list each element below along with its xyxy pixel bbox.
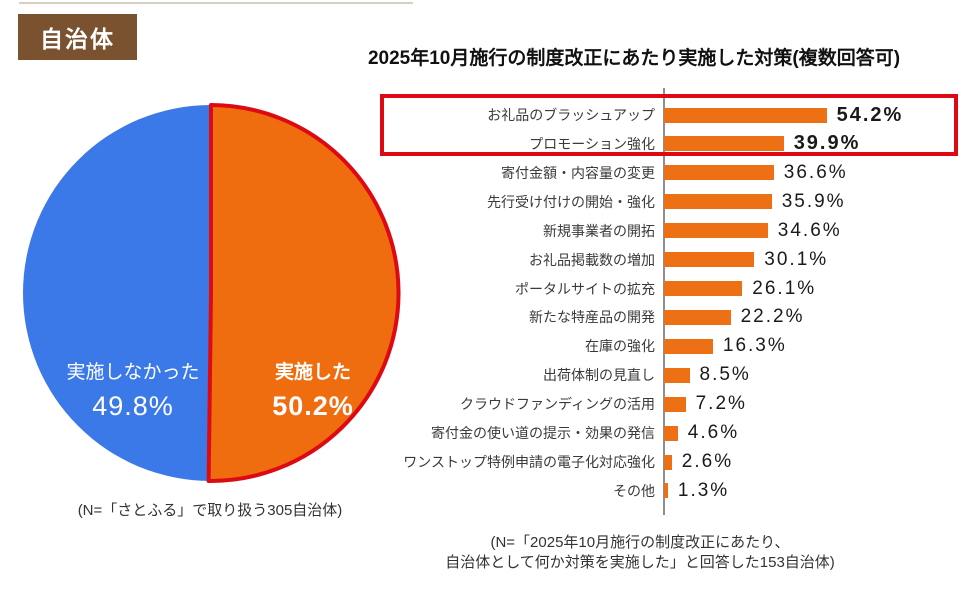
bar-value-label: 1.3%: [677, 479, 730, 501]
bar-category-label: ポータルサイトの拡充: [515, 280, 655, 297]
bar-chart-rows: お礼品のブラッシュアップ 54.2% プロモーション強化 39.9% 寄付金額・内容量の…: [370, 0, 970, 608]
bar: [664, 454, 672, 470]
bar: [664, 367, 690, 383]
municipality-badge: 自治体: [18, 14, 137, 60]
pie-chart: 実施しなかった 49.8% 実施した 50.2%: [15, 97, 407, 489]
bar-category-label: クラウドファンディングの活用: [459, 396, 655, 413]
bar-category-label: 寄付金の使い道の提示・効果の発信: [431, 425, 655, 442]
pie-slice-implemented: [206, 103, 401, 483]
bar-value-label: 4.6%: [687, 422, 740, 444]
pie-slice-name: 実施した: [274, 362, 351, 383]
bar: [664, 194, 772, 210]
pie-label-not-implemented: 実施しなかった 49.8%: [38, 360, 228, 424]
bar-row: 寄付金の使い道の提示・効果の発信 4.6%: [370, 419, 739, 447]
bar-value-label: 2.6%: [681, 451, 734, 473]
bar: [664, 483, 668, 499]
bar-chart-axis: [663, 88, 665, 515]
bar-chart-title: 2025年10月施行の制度改正にあたり実施した対策(複数回答可): [367, 48, 901, 69]
bar: [664, 425, 678, 441]
bar: [664, 165, 774, 181]
cropped-edge-artifact: [19, 2, 413, 4]
bar-sample-note-line2: 自治体として何か対策を実施した」と回答した153自治体): [445, 554, 835, 571]
bar-row: その他 1.3%: [370, 477, 729, 505]
pie-svg: [23, 103, 401, 483]
bar-row: お礼品掲載数の増加 30.1%: [370, 246, 828, 274]
bar-category-label: ワンストップ特例申請の電子化対応強化: [403, 454, 655, 471]
bar: [664, 281, 743, 297]
bar: [664, 338, 713, 354]
bar: [664, 223, 768, 239]
bar-row: 在庫の強化 16.3%: [370, 332, 787, 360]
pie-label-implemented: 実施した 50.2%: [221, 360, 405, 424]
bar-category-label: 寄付金額・内容量の変更: [501, 164, 655, 181]
bar-category-label: プロモーション強化: [529, 135, 655, 152]
bar-row: 先行受け付けの開始・強化 35.9%: [370, 188, 846, 216]
bar: [664, 252, 755, 268]
bar-row: 新たな特産品の開発 22.2%: [370, 303, 804, 331]
bar-category-label: その他: [613, 482, 655, 499]
bar-value-label: 36.6%: [783, 161, 848, 183]
bar-value-label: 7.2%: [695, 393, 747, 415]
bar-value-label: 22.2%: [740, 306, 805, 328]
bar-row: ポータルサイトの拡充 26.1%: [370, 275, 816, 303]
bar-category-label: お礼品掲載数の増加: [529, 251, 655, 268]
bar-category-label: 新たな特産品の開発: [529, 309, 655, 326]
bar: [664, 136, 784, 152]
bar-value-label: 54.2%: [836, 103, 904, 126]
bar-value-label: 8.5%: [699, 364, 751, 386]
bar-value-label: 39.9%: [793, 132, 861, 155]
pie-slice-name: 実施しなかった: [66, 362, 200, 383]
bar-category-label: 先行受け付けの開始・強化: [487, 193, 655, 210]
bar-value-label: 30.1%: [764, 248, 829, 270]
bar-value-label: 34.6%: [777, 219, 842, 241]
bar-category-label: 新規事業者の開拓: [543, 222, 655, 239]
bar-value-label: 16.3%: [722, 335, 787, 357]
pie-slice-percent: 50.2%: [272, 391, 354, 421]
bar-row: お礼品のブラッシュアップ 54.2%: [370, 101, 903, 129]
bar-category-label: 在庫の強化: [585, 338, 655, 355]
bar-row: 出荷体制の見直し 8.5%: [370, 361, 751, 389]
bar-row: 寄付金額・内容量の変更 36.6%: [370, 159, 848, 187]
bar-row: ワンストップ特例申請の電子化対応強化 2.6%: [370, 448, 733, 476]
bar-row: プロモーション強化 39.9%: [370, 130, 860, 158]
bar-category-label: 出荷体制の見直し: [543, 367, 655, 384]
bar: [664, 107, 827, 123]
pie-sample-note: (N=「さとふる」で取り扱う305自治体): [77, 502, 343, 519]
bar-row: クラウドファンディングの活用 7.2%: [370, 390, 747, 418]
bar-sample-note: (N=「2025年10月施行の制度改正にあたり、 自治体として何か対策を実施した…: [380, 533, 900, 573]
bar: [664, 396, 686, 412]
bar-sample-note-line1: (N=「2025年10月施行の制度改正にあたり、: [490, 534, 790, 551]
bar: [664, 309, 731, 325]
top-two-highlight-box: [380, 94, 958, 156]
bar-value-label: 26.1%: [752, 277, 817, 299]
pie-slice-percent: 49.8%: [92, 391, 174, 421]
bar-row: 新規事業者の開拓 34.6%: [370, 217, 842, 245]
bar-category-label: お礼品のブラッシュアップ: [487, 107, 655, 123]
bar-value-label: 35.9%: [781, 190, 846, 212]
